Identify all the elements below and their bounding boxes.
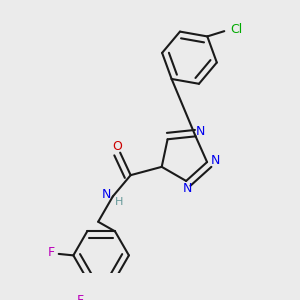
- Text: Cl: Cl: [230, 23, 242, 36]
- Text: F: F: [48, 246, 55, 259]
- Text: N: N: [102, 188, 111, 202]
- Text: O: O: [112, 140, 122, 153]
- Text: N: N: [196, 124, 206, 138]
- Text: H: H: [115, 197, 123, 207]
- Text: F: F: [77, 294, 84, 300]
- Text: N: N: [211, 154, 220, 167]
- Text: N: N: [183, 182, 192, 195]
